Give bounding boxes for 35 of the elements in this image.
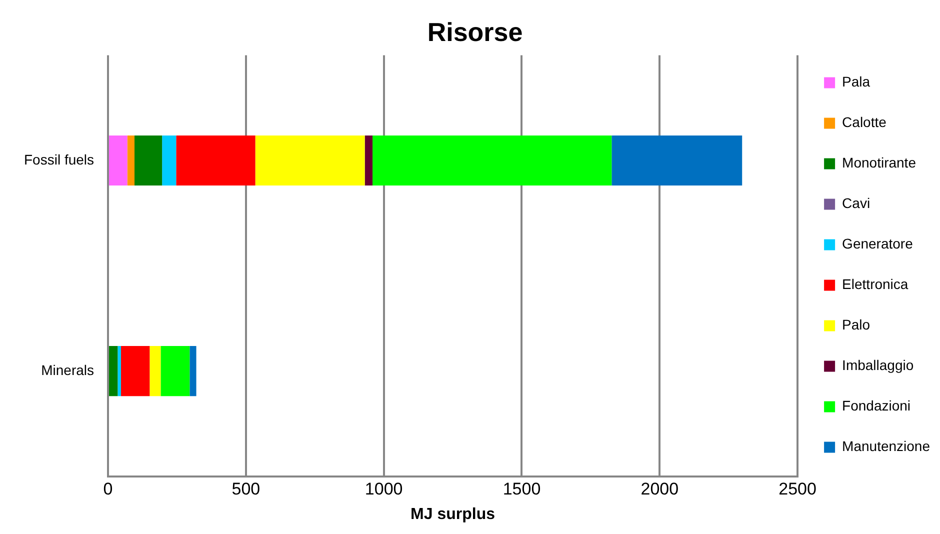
bar <box>160 346 190 396</box>
bar <box>255 135 365 186</box>
chart-title: Risorse <box>427 16 523 47</box>
bar <box>162 135 176 186</box>
legend-label: Imballaggio <box>842 357 914 374</box>
x-tick-label: 1500 <box>502 479 541 498</box>
legend-label: Calotte <box>842 114 887 130</box>
legend-label: Palo <box>842 316 870 333</box>
legend-label: Cavi <box>842 195 870 212</box>
x-axis-title: MJ surplus <box>410 506 496 523</box>
legend-label: Manutenzione <box>842 438 930 454</box>
legend-label: Generatore <box>842 236 914 252</box>
bar <box>176 135 256 186</box>
x-tick-label: 500 <box>232 479 260 498</box>
x-tick-label: 2000 <box>640 479 679 498</box>
x-tick-label: 2500 <box>778 479 816 498</box>
bar <box>190 346 196 396</box>
bar <box>127 135 134 186</box>
y-tick-label: Fossil fuels <box>24 151 94 168</box>
legend-label: Fondazioni <box>842 398 911 414</box>
bar <box>364 135 373 186</box>
legend-label: Pala <box>842 74 870 90</box>
legend-label: Elettronica <box>842 276 908 292</box>
bar <box>109 135 128 186</box>
x-tick-label: 0 <box>103 479 113 498</box>
bar <box>150 346 161 396</box>
bar <box>120 346 150 396</box>
bar <box>118 346 121 396</box>
y-tick-label: Minerals <box>41 362 94 378</box>
bar <box>109 346 118 396</box>
bar <box>134 135 162 186</box>
bar <box>372 135 612 186</box>
legend-label: Monotirante <box>842 154 916 171</box>
bar <box>612 135 742 186</box>
x-tick-label: 1000 <box>364 479 403 498</box>
